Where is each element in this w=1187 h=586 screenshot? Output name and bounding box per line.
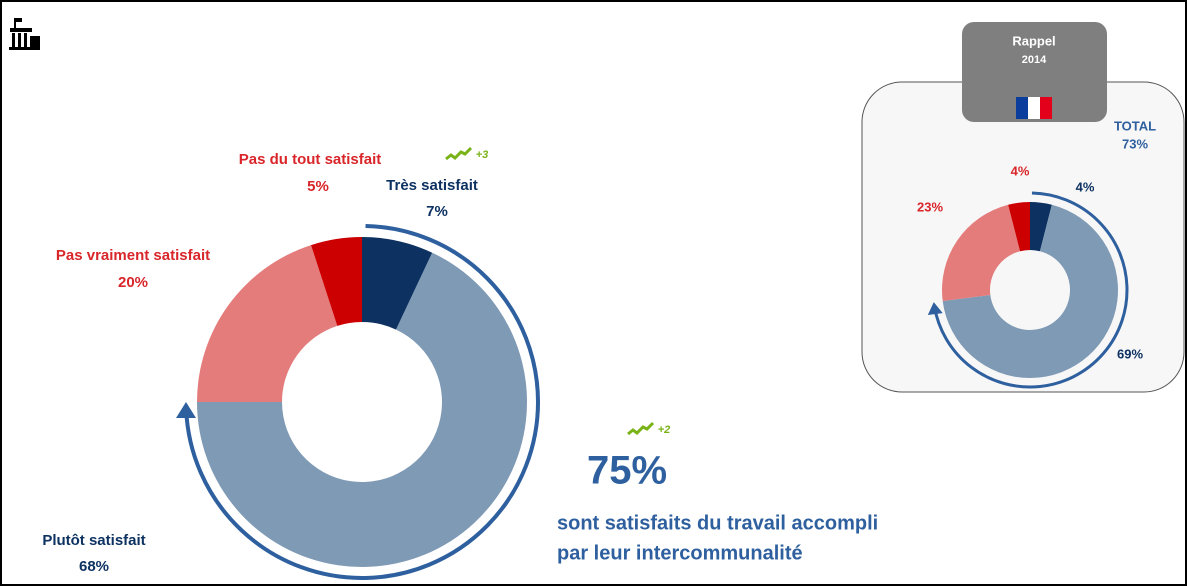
value-label: 5% — [307, 178, 329, 195]
recall-title: Rappel — [1012, 33, 1055, 48]
summary-label: 75% — [587, 449, 667, 493]
arc-arrow — [184, 224, 540, 580]
donut-slice — [1030, 202, 1052, 252]
donut-slice — [942, 204, 1021, 302]
recall-tab — [962, 22, 1107, 122]
category-label: Plutôt satisfait — [42, 532, 145, 549]
flag — [1016, 97, 1052, 119]
subtitle: par leur intercommunalité — [557, 542, 803, 564]
trend-icon — [627, 421, 655, 436]
arc-arrow — [932, 191, 1129, 389]
recall-year: 2014 — [1022, 54, 1047, 66]
arrow-head — [927, 302, 943, 316]
category-label: Très satisfait — [386, 177, 478, 194]
trend-label: +3 — [476, 149, 489, 161]
value-label: 4% — [1011, 163, 1030, 178]
total-text: TOTAL — [1114, 118, 1156, 133]
donut-slice — [197, 252, 527, 567]
donut-slice — [362, 237, 433, 330]
donut-slice — [1008, 202, 1030, 252]
value-label: 20% — [118, 274, 148, 291]
category-label: Pas du tout satisfait — [239, 151, 382, 168]
value-label: 7% — [426, 203, 448, 220]
building-icon — [9, 18, 40, 50]
total-label: 73% — [1122, 136, 1148, 151]
value-label: 23% — [917, 199, 943, 214]
arrow-head — [176, 402, 196, 418]
donut-slice — [197, 245, 338, 402]
trend-icon — [445, 146, 473, 161]
trend-label: +2 — [658, 424, 671, 436]
donut-slice — [942, 204, 1119, 378]
value-label: 68% — [79, 558, 109, 575]
category-label: Pas vraiment satisfait — [56, 247, 210, 264]
value-label: 69% — [1117, 346, 1143, 361]
value-label: 4% — [1076, 179, 1095, 194]
donut-slice — [311, 237, 362, 326]
subtitle: sont satisfaits du travail accompli — [557, 512, 878, 534]
